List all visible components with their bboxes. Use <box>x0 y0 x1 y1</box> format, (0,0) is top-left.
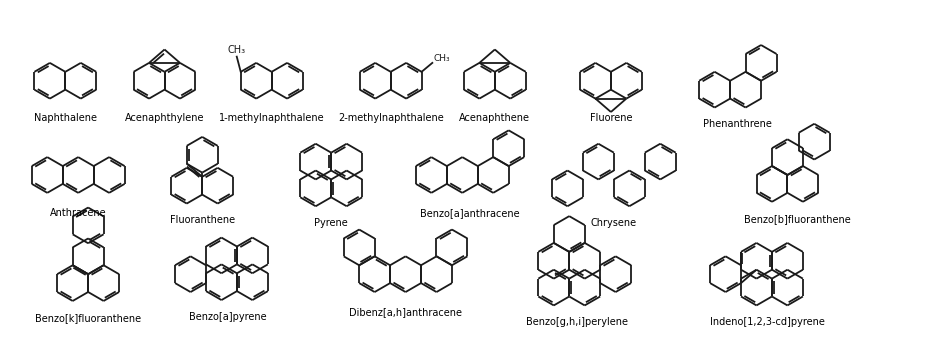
Text: Pyrene: Pyrene <box>314 218 348 228</box>
Text: Benzo[g,h,i]perylene: Benzo[g,h,i]perylene <box>526 317 628 327</box>
Text: Indeno[1,2,3-cd]pyrene: Indeno[1,2,3-cd]pyrene <box>710 317 825 327</box>
Text: 2-methylnaphthalene: 2-methylnaphthalene <box>338 114 444 124</box>
Text: Acenaphthene: Acenaphthene <box>460 114 530 124</box>
Text: Fluorene: Fluorene <box>590 114 632 124</box>
Text: Benzo[b]fluoranthene: Benzo[b]fluoranthene <box>745 214 851 224</box>
Text: Acenaphthylene: Acenaphthylene <box>124 114 204 124</box>
Text: Benzo[a]pyrene: Benzo[a]pyrene <box>189 312 266 322</box>
Text: Dibenz[a,h]anthracene: Dibenz[a,h]anthracene <box>349 307 462 317</box>
Text: CH₃: CH₃ <box>228 45 246 55</box>
Text: Benzo[k]fluoranthene: Benzo[k]fluoranthene <box>35 313 142 323</box>
Text: 1-methylnaphthalene: 1-methylnaphthalene <box>218 114 325 124</box>
Text: Fluoranthene: Fluoranthene <box>170 215 235 225</box>
Text: Anthracene: Anthracene <box>50 208 106 218</box>
Text: Benzo[a]anthracene: Benzo[a]anthracene <box>420 208 520 218</box>
Text: Phenanthrene: Phenanthrene <box>703 119 772 129</box>
Text: Naphthalene: Naphthalene <box>34 114 97 124</box>
Text: Chrysene: Chrysene <box>591 218 636 228</box>
Text: CH₃: CH₃ <box>433 54 450 63</box>
